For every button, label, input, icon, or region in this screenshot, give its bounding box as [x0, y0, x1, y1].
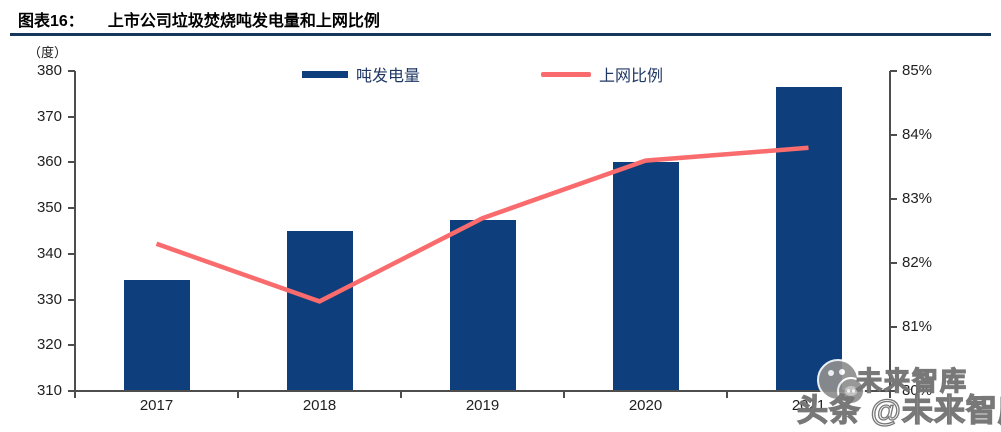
y-axis-left-tick — [68, 207, 75, 210]
figure-header: 图表16： 上市公司垃圾焚烧吨发电量和上网比例 — [18, 7, 380, 31]
figure-title: 上市公司垃圾焚烧吨发电量和上网比例 — [107, 13, 380, 30]
y-axis-right-tick — [890, 262, 897, 264]
y-axis-left-tick — [68, 390, 75, 392]
right-axis-tick-label: 83% — [902, 190, 933, 207]
left-axis-tick-label: 340 — [36, 244, 62, 262]
y-axis-right-tick — [890, 326, 897, 328]
y-axis-left-tick — [68, 344, 75, 347]
bar-2019 — [449, 219, 516, 391]
line-series-swatch — [541, 71, 591, 77]
legend-item-line-series: 上网比例 — [541, 62, 663, 86]
pig-face-icon — [817, 359, 865, 405]
x-axis-tick — [74, 392, 76, 398]
x-axis — [74, 390, 891, 392]
figure-label: 图表16： — [18, 13, 84, 30]
x-axis-tick — [726, 392, 728, 398]
y-axis-left-tick — [68, 161, 75, 164]
y-axis-right — [889, 71, 891, 393]
x-axis-tick-label: 2017 — [139, 397, 174, 414]
left-axis-tick-label: 380 — [36, 62, 62, 79]
x-axis-tick — [563, 392, 565, 398]
bar-2021 — [775, 87, 842, 391]
y-axis-left — [74, 71, 76, 393]
legend-item-bar-series: 吨发电量 — [302, 62, 420, 86]
legend-label-bar-series: 吨发电量 — [356, 68, 421, 85]
y-axis-right-tick — [890, 70, 897, 72]
x-axis-tick-label: 2021 — [791, 397, 826, 414]
title-underline — [10, 33, 991, 36]
x-axis-tick — [889, 392, 891, 398]
y-axis-right-tick — [890, 390, 897, 392]
watermark-large: 头条 @未来智库 — [796, 392, 1001, 428]
left-axis-tick-label: 350 — [36, 199, 62, 217]
watermark-small: 未来智库 — [855, 365, 969, 396]
x-axis-tick-label: 2018 — [302, 397, 337, 414]
left-axis-tick-label: 370 — [36, 107, 62, 125]
bar-2017 — [123, 279, 190, 391]
legend-label-line-series: 上网比例 — [599, 68, 664, 85]
right-axis-tick-label: 85% — [902, 62, 933, 79]
y-axis-left-tick — [68, 298, 75, 301]
y-axis-left-tick — [68, 115, 75, 118]
x-axis-tick-label: 2020 — [628, 397, 663, 414]
y-axis-right-tick — [890, 134, 897, 136]
bar-2020 — [612, 162, 679, 391]
x-axis-tick — [400, 392, 402, 398]
left-axis-tick-label: 320 — [36, 336, 62, 354]
left-axis-unit-label: （度） — [28, 45, 68, 60]
bar-2018 — [286, 231, 353, 391]
right-axis-tick-label: 80% — [902, 382, 933, 399]
right-axis-tick-label: 84% — [902, 126, 933, 143]
y-axis-left-tick — [68, 70, 75, 72]
right-axis-tick-label: 81% — [902, 318, 933, 335]
x-axis-tick — [237, 392, 239, 398]
bar-series-swatch — [302, 70, 348, 78]
y-axis-left-tick — [68, 252, 75, 255]
x-axis-tick-label: 2019 — [465, 397, 500, 414]
left-axis-tick-label: 360 — [36, 153, 62, 171]
left-axis-tick-label: 310 — [36, 382, 62, 399]
right-axis-tick-label: 82% — [902, 254, 933, 271]
y-axis-right-tick — [890, 198, 897, 200]
left-axis-tick-label: 330 — [36, 290, 62, 308]
